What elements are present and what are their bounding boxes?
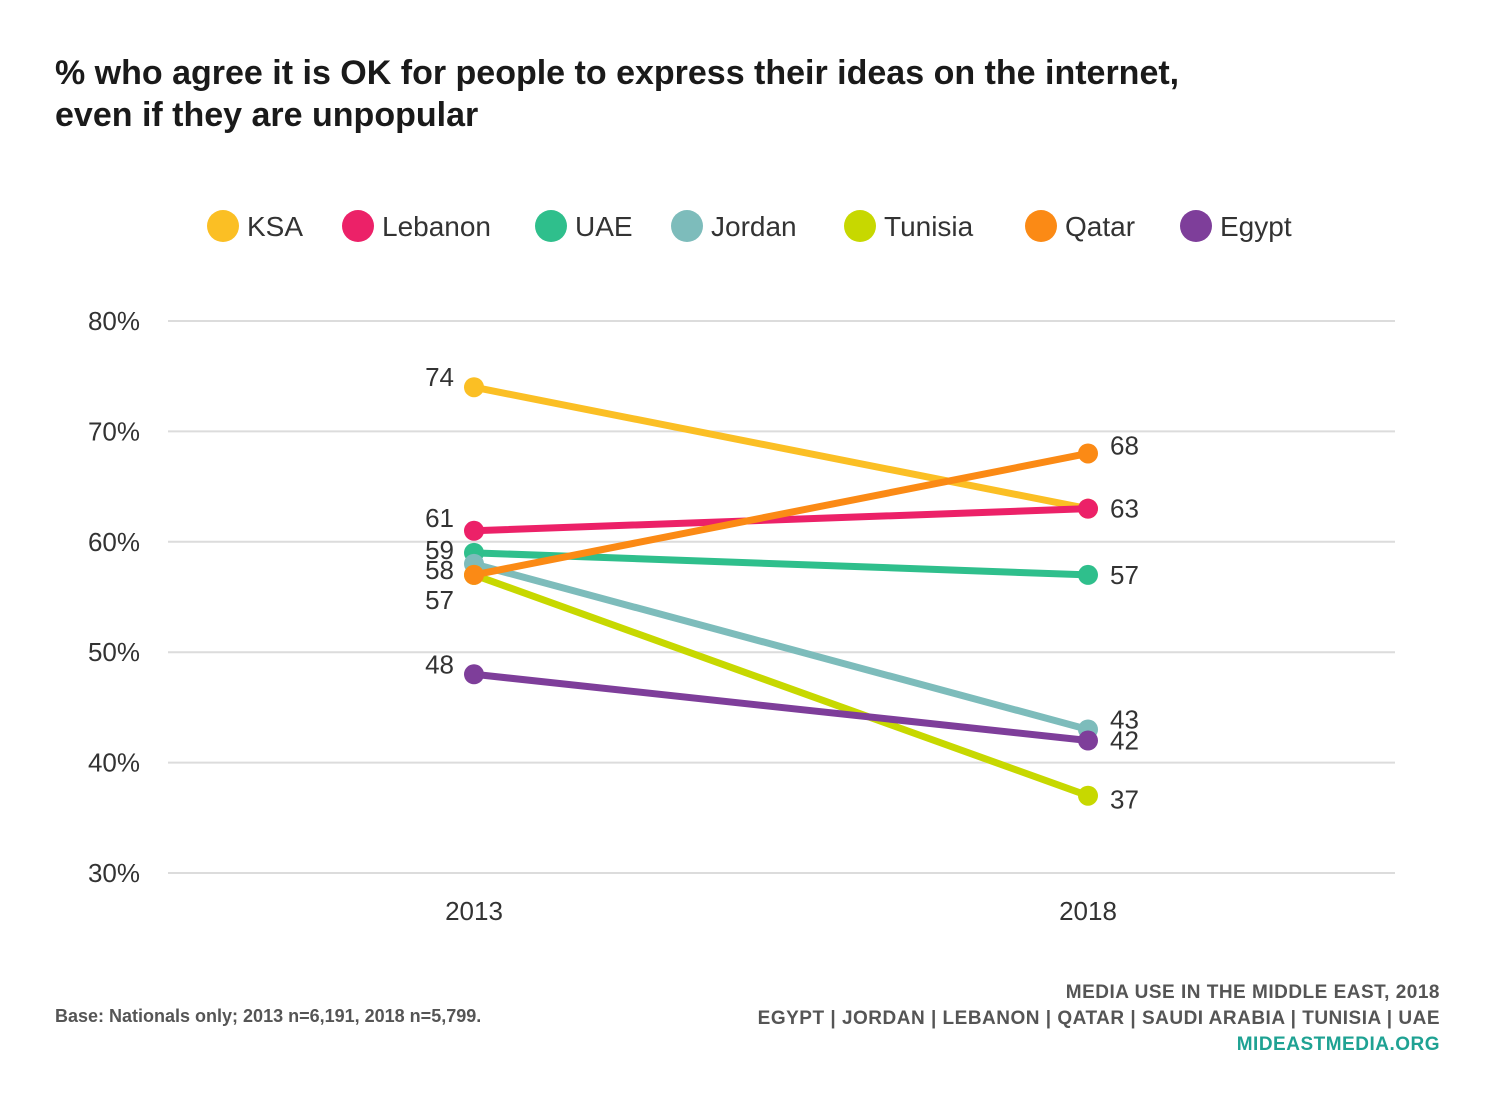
data-label: 59 <box>425 535 454 565</box>
legend-swatch <box>1180 210 1212 242</box>
x-tick-label: 2013 <box>445 896 503 926</box>
x-axis: 2013 2018 <box>445 896 1117 926</box>
chart-title-line-1: % who agree it is OK for people to expre… <box>55 54 1180 92</box>
series-line <box>470 670 1092 745</box>
source-title: MEDIA USE IN THE MIDDLE EAST, 2018 <box>1065 982 1440 1003</box>
data-label: 57 <box>1110 560 1139 590</box>
y-tick-label: 60% <box>88 527 140 557</box>
legend-label: UAE <box>575 211 633 242</box>
series-egypt <box>464 664 1098 751</box>
legend-swatch <box>342 210 374 242</box>
line-chart: KSA Lebanon UAE Jordan Tunisia Qatar Egypt 80%… <box>88 210 1395 926</box>
legend-label: KSA <box>247 211 303 242</box>
data-point <box>464 564 484 585</box>
data-point <box>1078 785 1098 806</box>
legend-swatch <box>671 210 703 242</box>
legend-item: Egypt <box>1180 210 1292 242</box>
source-site: MIDEASTMEDIA.ORG <box>1236 1034 1440 1055</box>
series-lebanon <box>464 498 1098 541</box>
data-point <box>1078 730 1098 751</box>
series-uae <box>464 542 1098 585</box>
series-line <box>470 571 1092 800</box>
legend-item: UAE <box>535 210 633 242</box>
chart-series <box>464 377 1098 806</box>
legend-swatch <box>1025 210 1057 242</box>
series-jordan <box>464 553 1098 740</box>
data-label: 61 <box>425 503 454 533</box>
legend-swatch <box>207 210 239 242</box>
data-point <box>1078 564 1098 585</box>
legend-item: Qatar <box>1025 210 1135 242</box>
data-label: 63 <box>1110 494 1139 524</box>
data-point <box>464 520 484 541</box>
data-label: 57 <box>425 585 454 615</box>
source-block: MEDIA USE IN THE MIDDLE EAST, 2018 EGYPT… <box>758 980 1440 1058</box>
legend-label: Lebanon <box>382 211 491 242</box>
chart-title: % who agree it is OK for people to expre… <box>55 52 1435 136</box>
legend-item: Jordan <box>671 210 797 242</box>
legend-item: Tunisia <box>844 210 974 242</box>
legend-label: Jordan <box>711 211 797 242</box>
legend-swatch <box>535 210 567 242</box>
data-point <box>464 664 484 685</box>
legend-swatch <box>844 210 876 242</box>
data-point <box>464 377 484 398</box>
series-line <box>470 505 1092 535</box>
data-point <box>1078 498 1098 519</box>
chart-legend: KSA Lebanon UAE Jordan Tunisia Qatar Egypt <box>207 210 1292 242</box>
legend-label: Tunisia <box>884 211 974 242</box>
data-label: 42 <box>1110 726 1139 756</box>
data-label: 48 <box>425 649 454 679</box>
base-note: Base: Nationals only; 2013 n=6,191, 2018… <box>55 1006 482 1026</box>
x-tick-label: 2018 <box>1059 896 1117 926</box>
chart-title-line-2: even if they are unpopular <box>55 96 479 134</box>
data-label: 68 <box>1110 430 1139 460</box>
data-point <box>1078 443 1098 464</box>
legend-item: Lebanon <box>342 210 491 242</box>
chart-grid <box>168 320 1395 874</box>
series-qatar <box>464 443 1098 585</box>
data-label: 74 <box>425 362 454 392</box>
data-label: 43 <box>1110 704 1139 734</box>
y-tick-label: 70% <box>88 416 140 446</box>
y-axis: 80% 70% 60% 50% 40% 30% <box>88 306 140 888</box>
source-countries: EGYPT | JORDAN | LEBANON | QATAR | SAUDI… <box>757 1008 1440 1029</box>
y-tick-label: 50% <box>88 637 140 667</box>
y-tick-label: 30% <box>88 858 140 888</box>
series-line <box>470 383 1092 513</box>
legend-item: KSA <box>207 210 303 242</box>
series-line <box>470 560 1092 733</box>
series-ksa <box>464 377 1098 519</box>
legend-label: Qatar <box>1065 211 1135 242</box>
y-tick-label: 40% <box>88 748 140 778</box>
series-line <box>470 449 1092 579</box>
legend-label: Egypt <box>1220 211 1292 242</box>
data-label: 58 <box>425 555 454 585</box>
y-tick-label: 80% <box>88 306 140 336</box>
data-label: 37 <box>1110 785 1139 815</box>
